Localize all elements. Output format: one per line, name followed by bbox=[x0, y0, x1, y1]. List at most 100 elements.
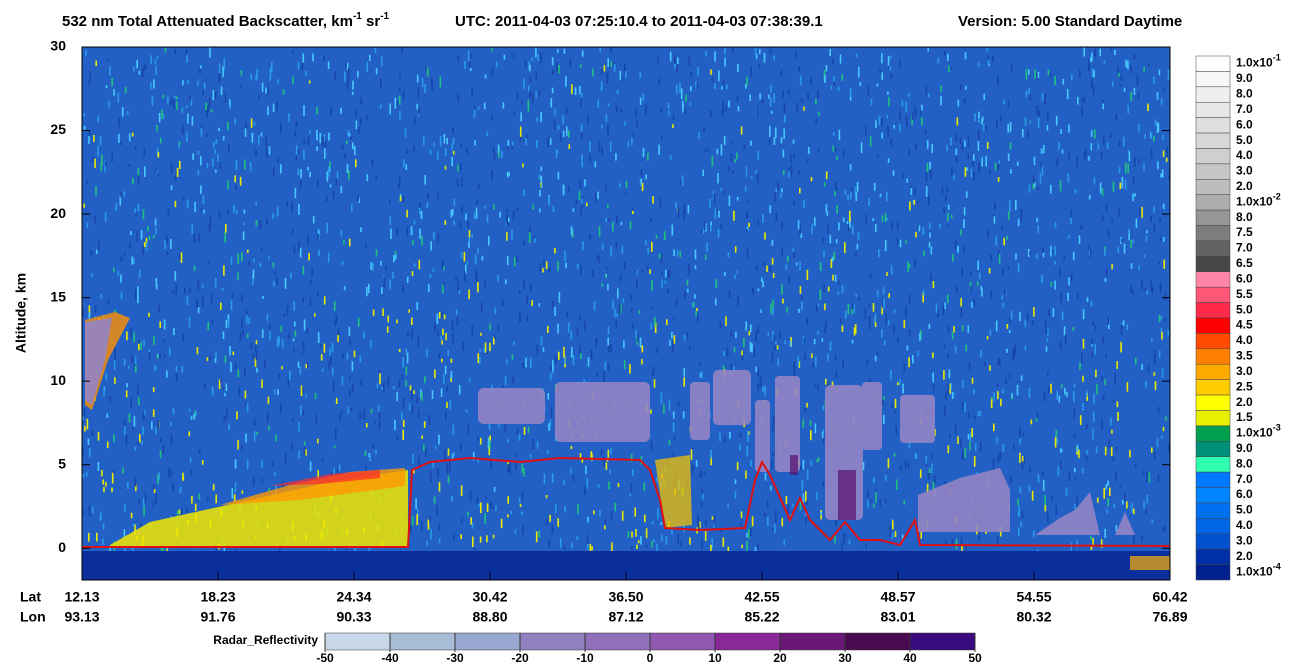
speckle bbox=[621, 245, 624, 254]
speckle bbox=[456, 178, 459, 187]
speckle bbox=[426, 348, 428, 357]
speckle bbox=[1067, 292, 1069, 302]
speckle bbox=[307, 234, 309, 245]
speckle bbox=[679, 82, 681, 93]
speckle bbox=[105, 372, 108, 381]
speckle bbox=[1044, 495, 1046, 506]
speckle bbox=[815, 98, 817, 105]
speckle bbox=[434, 445, 437, 449]
speckle bbox=[351, 383, 354, 393]
colorbar-label-exponent: -2 bbox=[1273, 192, 1281, 202]
speckle bbox=[158, 113, 161, 123]
speckle bbox=[398, 95, 401, 105]
speckle bbox=[1109, 132, 1112, 139]
speckle bbox=[354, 146, 356, 156]
speckle bbox=[503, 54, 506, 60]
speckle bbox=[483, 347, 485, 353]
speckle bbox=[138, 269, 141, 278]
speckle bbox=[601, 243, 604, 250]
speckle bbox=[964, 402, 966, 413]
speckle bbox=[129, 243, 131, 249]
speckle bbox=[733, 347, 736, 353]
speckle bbox=[379, 104, 382, 109]
speckle bbox=[894, 398, 897, 409]
speckle bbox=[598, 226, 601, 237]
speckle bbox=[366, 423, 368, 428]
speckle bbox=[1139, 208, 1141, 217]
speckle bbox=[468, 230, 471, 238]
speckle bbox=[899, 111, 901, 121]
speckle bbox=[658, 144, 660, 155]
speckle bbox=[710, 69, 712, 75]
speckle bbox=[404, 128, 407, 138]
speckle bbox=[1016, 161, 1019, 166]
speckle bbox=[1068, 153, 1070, 161]
speckle bbox=[922, 227, 925, 235]
speckle bbox=[1110, 447, 1113, 457]
speckle bbox=[850, 191, 852, 200]
speckle bbox=[810, 77, 812, 85]
colorbar-label-text: 8.0 bbox=[1236, 457, 1253, 471]
speckle bbox=[379, 373, 381, 385]
speckle bbox=[378, 421, 381, 430]
speckle bbox=[120, 191, 122, 198]
speckle bbox=[607, 125, 609, 136]
speckle bbox=[353, 350, 356, 358]
speckle bbox=[881, 72, 883, 81]
colorbar-swatch bbox=[1195, 55, 1231, 72]
speckle bbox=[757, 368, 759, 377]
speckle bbox=[1135, 357, 1137, 365]
speckle bbox=[1160, 237, 1162, 242]
speckle bbox=[329, 161, 331, 168]
speckle bbox=[660, 254, 663, 265]
speckle bbox=[964, 98, 966, 104]
speckle bbox=[856, 181, 859, 192]
speckle bbox=[1063, 255, 1066, 260]
speckle bbox=[123, 251, 126, 256]
speckle bbox=[209, 216, 212, 228]
speckle bbox=[220, 302, 222, 310]
speckle bbox=[433, 496, 436, 504]
speckle bbox=[947, 224, 949, 228]
speckle bbox=[1010, 311, 1013, 320]
speckle bbox=[671, 224, 674, 236]
speckle bbox=[243, 209, 246, 214]
speckle bbox=[601, 448, 603, 456]
cloud bbox=[1115, 512, 1135, 535]
speckle bbox=[244, 128, 247, 137]
speckle bbox=[188, 316, 191, 328]
speckle bbox=[417, 409, 420, 419]
radar-tick-label: -10 bbox=[576, 651, 594, 665]
speckle bbox=[1153, 372, 1156, 376]
speckle bbox=[529, 284, 532, 292]
speckle bbox=[450, 375, 452, 382]
colorbar-label-text: 6.0 bbox=[1236, 118, 1253, 132]
speckle bbox=[901, 100, 904, 107]
speckle bbox=[1073, 408, 1076, 418]
speckle bbox=[406, 353, 409, 364]
speckle bbox=[511, 145, 514, 150]
speckle bbox=[1115, 471, 1117, 482]
speckle bbox=[546, 519, 548, 525]
speckle bbox=[88, 136, 90, 144]
speckle bbox=[945, 391, 947, 400]
speckle bbox=[166, 547, 169, 555]
speckle bbox=[497, 325, 500, 331]
speckle bbox=[824, 303, 826, 311]
speckle bbox=[580, 353, 582, 360]
speckle bbox=[293, 348, 295, 353]
speckle bbox=[135, 211, 137, 216]
speckle bbox=[806, 469, 809, 480]
speckle bbox=[228, 424, 230, 431]
colorbar-label-text: 5.0 bbox=[1236, 503, 1253, 517]
speckle bbox=[694, 265, 697, 270]
speckle bbox=[945, 540, 947, 546]
speckle bbox=[452, 127, 454, 134]
speckle bbox=[477, 459, 479, 463]
speckle bbox=[521, 463, 524, 473]
speckle bbox=[335, 428, 337, 439]
speckle bbox=[558, 351, 560, 360]
speckle bbox=[426, 540, 428, 546]
speckle bbox=[781, 222, 783, 231]
speckle bbox=[676, 62, 679, 73]
